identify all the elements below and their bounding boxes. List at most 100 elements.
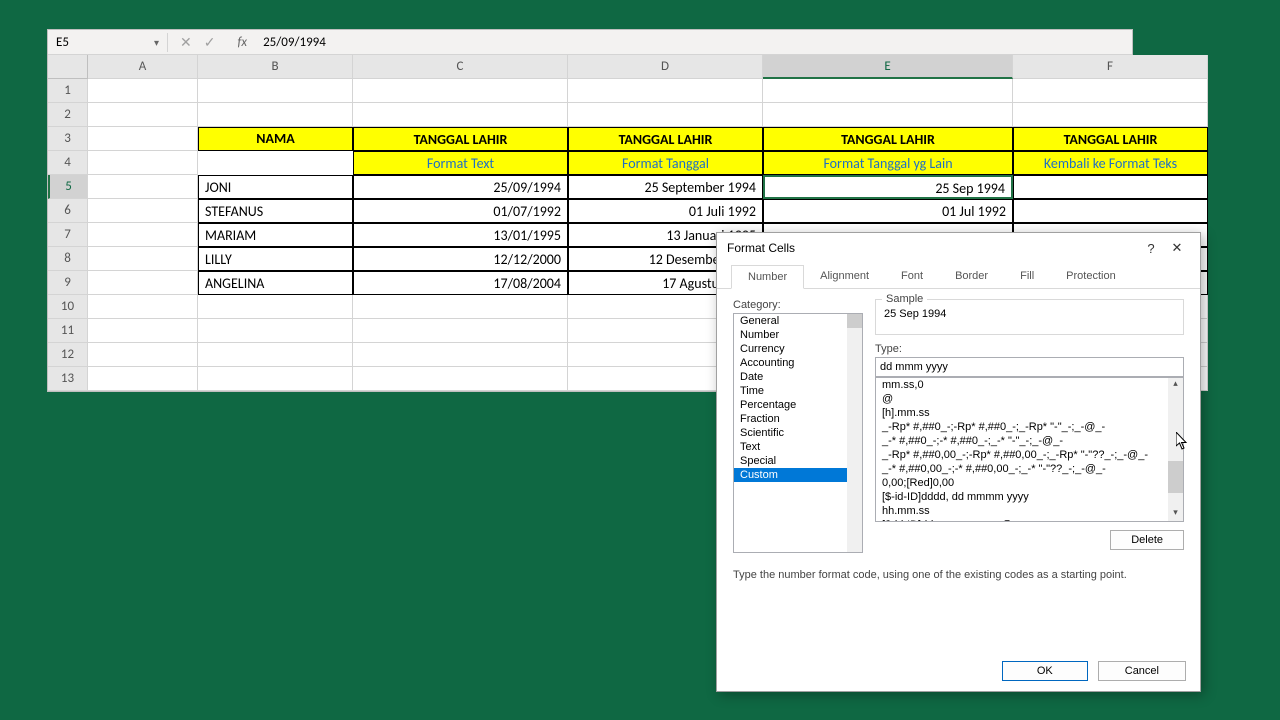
cell[interactable] [88, 247, 198, 271]
row-header[interactable]: 5 [48, 175, 88, 199]
cell[interactable] [88, 199, 198, 223]
subheader-format-tanggal-lain[interactable]: Format Tanggal yg Lain [763, 151, 1013, 175]
format-list-scrollbar[interactable]: ▴ ▾ [1168, 378, 1183, 521]
cell-format-tanggal-lain[interactable]: 25 Sep 1994 [763, 175, 1013, 199]
row-header[interactable]: 1 [48, 79, 88, 103]
format-code-item[interactable]: _-* #,##0,00_-;-* #,##0,00_-;_-* "-"??_-… [876, 462, 1183, 476]
cell[interactable] [198, 343, 353, 367]
cell[interactable] [198, 103, 353, 127]
cell[interactable] [353, 103, 568, 127]
header-tanggal-lahir[interactable]: TANGGAL LAHIR [763, 127, 1013, 151]
column-header[interactable]: B [198, 55, 353, 79]
formula-input[interactable]: 25/09/1994 [257, 33, 1132, 52]
category-listbox[interactable]: GeneralNumberCurrencyAccountingDateTimeP… [733, 313, 863, 553]
header-tanggal-lahir[interactable]: TANGGAL LAHIR [568, 127, 763, 151]
column-header[interactable]: C [353, 55, 568, 79]
category-item[interactable]: Accounting [734, 356, 862, 370]
format-code-item[interactable]: _-* #,##0_-;-* #,##0_-;_-* "-"_-;_-@_- [876, 434, 1183, 448]
cell-kembali-teks[interactable] [1013, 175, 1208, 199]
format-code-item[interactable]: @ [876, 392, 1183, 406]
cell[interactable] [198, 295, 353, 319]
cell-nama[interactable]: STEFANUS [198, 199, 353, 223]
format-code-item[interactable]: hh.mm.ss [876, 504, 1183, 518]
subheader-kembali-teks[interactable]: Kembali ke Format Teks [1013, 151, 1208, 175]
format-code-item[interactable]: [$-id-ID]dddd, dd mmmm yyyy [876, 490, 1183, 504]
cell[interactable] [88, 79, 198, 103]
tab-protection[interactable]: Protection [1050, 265, 1132, 288]
close-icon[interactable]: ✕ [1164, 240, 1190, 256]
cell[interactable] [88, 343, 198, 367]
cell-nama[interactable]: LILLY [198, 247, 353, 271]
cell[interactable] [88, 319, 198, 343]
column-header[interactable]: E [763, 55, 1013, 79]
cell[interactable] [198, 319, 353, 343]
format-code-item[interactable]: [$-id-ID]dd mmmm yyyy;@ [876, 518, 1183, 522]
format-code-item[interactable]: 0,00;[Red]0,00 [876, 476, 1183, 490]
category-item[interactable]: General [734, 314, 862, 328]
cell[interactable] [198, 367, 353, 391]
format-code-item[interactable]: _-Rp* #,##0,00_-;-Rp* #,##0,00_-;_-Rp* "… [876, 448, 1183, 462]
category-item[interactable]: Fraction [734, 412, 862, 426]
help-icon[interactable]: ? [1138, 241, 1164, 256]
header-nama[interactable]: NAMA [198, 127, 353, 151]
tab-fill[interactable]: Fill [1004, 265, 1050, 288]
row-header[interactable]: 10 [48, 295, 88, 319]
cell[interactable] [88, 271, 198, 295]
cell[interactable] [1013, 79, 1208, 103]
row-header[interactable]: 4 [48, 151, 88, 175]
cell-format-text[interactable]: 12/12/2000 [353, 247, 568, 271]
cell[interactable] [88, 151, 198, 175]
cell-format-text[interactable]: 13/01/1995 [353, 223, 568, 247]
cell-format-tanggal[interactable]: 25 September 1994 [568, 175, 763, 199]
category-item[interactable]: Special [734, 454, 862, 468]
column-header[interactable]: F [1013, 55, 1208, 79]
cell-format-text[interactable]: 01/07/1992 [353, 199, 568, 223]
tab-border[interactable]: Border [939, 265, 1004, 288]
row-header[interactable]: 11 [48, 319, 88, 343]
column-header[interactable]: D [568, 55, 763, 79]
listbox-scrollbar[interactable] [847, 314, 862, 552]
name-box[interactable]: E5 ▾ [48, 33, 168, 52]
cell[interactable] [353, 319, 568, 343]
subheader-format-text[interactable]: Format Text [353, 151, 568, 175]
cell[interactable] [88, 175, 198, 199]
row-header[interactable]: 2 [48, 103, 88, 127]
select-all-corner[interactable] [48, 55, 88, 79]
tab-font[interactable]: Font [885, 265, 939, 288]
cancel-button[interactable]: Cancel [1098, 661, 1186, 681]
cell[interactable] [353, 295, 568, 319]
column-header[interactable]: A [88, 55, 198, 79]
row-header[interactable]: 3 [48, 127, 88, 151]
scroll-down-icon[interactable]: ▾ [1168, 507, 1183, 521]
cell[interactable] [763, 103, 1013, 127]
cell-nama[interactable]: JONI [198, 175, 353, 199]
cell-format-text[interactable]: 17/08/2004 [353, 271, 568, 295]
cell[interactable] [353, 367, 568, 391]
category-item[interactable]: Time [734, 384, 862, 398]
cell-nama[interactable]: ANGELINA [198, 271, 353, 295]
cell-format-text[interactable]: 25/09/1994 [353, 175, 568, 199]
row-header[interactable]: 12 [48, 343, 88, 367]
cell[interactable] [88, 367, 198, 391]
cell[interactable] [88, 127, 198, 151]
category-item[interactable]: Scientific [734, 426, 862, 440]
cell-format-tanggal[interactable]: 01 Juli 1992 [568, 199, 763, 223]
row-header[interactable]: 8 [48, 247, 88, 271]
header-tanggal-lahir[interactable]: TANGGAL LAHIR [1013, 127, 1208, 151]
cell[interactable] [88, 103, 198, 127]
format-code-item[interactable]: _-Rp* #,##0_-;-Rp* #,##0_-;_-Rp* "-"_-;_… [876, 420, 1183, 434]
row-header[interactable]: 6 [48, 199, 88, 223]
cell[interactable] [88, 295, 198, 319]
cell-kembali-teks[interactable] [1013, 199, 1208, 223]
category-item[interactable]: Date [734, 370, 862, 384]
format-code-item[interactable]: [h].mm.ss [876, 406, 1183, 420]
type-input[interactable] [875, 357, 1184, 377]
namebox-dropdown-icon[interactable]: ▾ [154, 36, 159, 49]
format-code-item[interactable]: mm.ss,0 [876, 378, 1183, 392]
ok-button[interactable]: OK [1002, 661, 1088, 681]
row-header[interactable]: 7 [48, 223, 88, 247]
category-item[interactable]: Text [734, 440, 862, 454]
category-item[interactable]: Custom [734, 468, 862, 482]
header-tanggal-lahir[interactable]: TANGGAL LAHIR [353, 127, 568, 151]
fx-icon[interactable]: fx [227, 35, 257, 50]
